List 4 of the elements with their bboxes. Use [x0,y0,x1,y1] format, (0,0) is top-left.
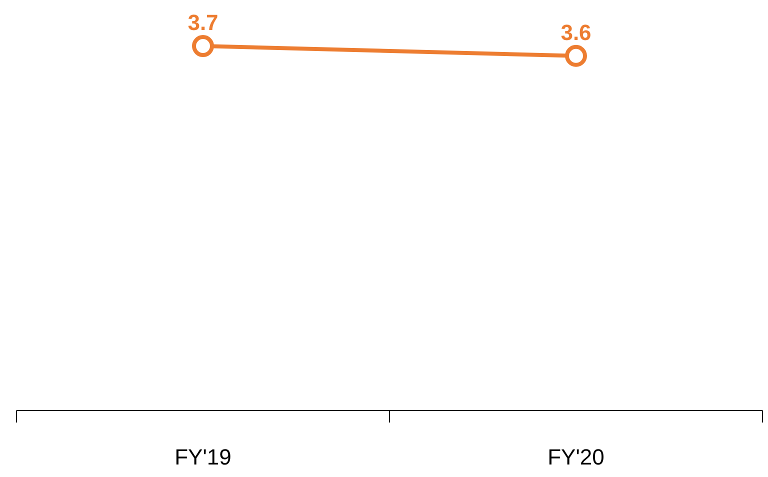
data-label: 3.6 [560,20,592,45]
x-tick-label: FY'19 [174,444,232,470]
data-label: 3.7 [188,10,218,36]
x-tick-label: FY'20 [548,444,604,470]
